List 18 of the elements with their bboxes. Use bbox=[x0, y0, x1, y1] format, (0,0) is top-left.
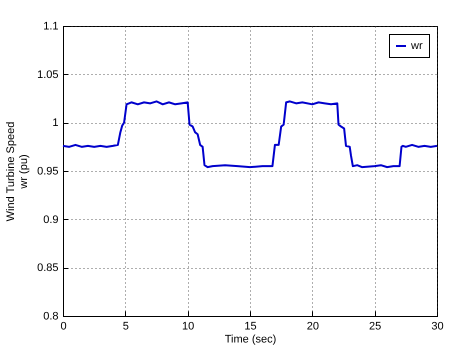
x-tick-label: 30 bbox=[431, 320, 444, 332]
x-tick-label: 20 bbox=[306, 320, 319, 332]
y-axis-title: Wind Turbine Speed wr (pu) bbox=[5, 122, 30, 222]
x-tick-label: 5 bbox=[122, 320, 129, 332]
y-tick-label: 1.05 bbox=[37, 68, 58, 81]
x-tick-label: 0 bbox=[60, 320, 67, 332]
x-axis-title: Time (sec) bbox=[224, 334, 276, 346]
y-tick-label: 1.1 bbox=[43, 20, 58, 32]
x-tick-label: 15 bbox=[244, 320, 257, 332]
line-series bbox=[62, 100, 438, 168]
y-tick-label: 0.8 bbox=[43, 310, 58, 322]
x-tick-label: 10 bbox=[182, 320, 194, 332]
legend-label: wr bbox=[410, 40, 423, 52]
y-tick-label: 1 bbox=[52, 117, 58, 130]
y-tick-label: 0.9 bbox=[43, 214, 58, 226]
x-tick-label: 25 bbox=[369, 320, 382, 332]
y-tick-label: 0.95 bbox=[37, 166, 58, 178]
y-tick-label: 0.85 bbox=[37, 262, 58, 274]
